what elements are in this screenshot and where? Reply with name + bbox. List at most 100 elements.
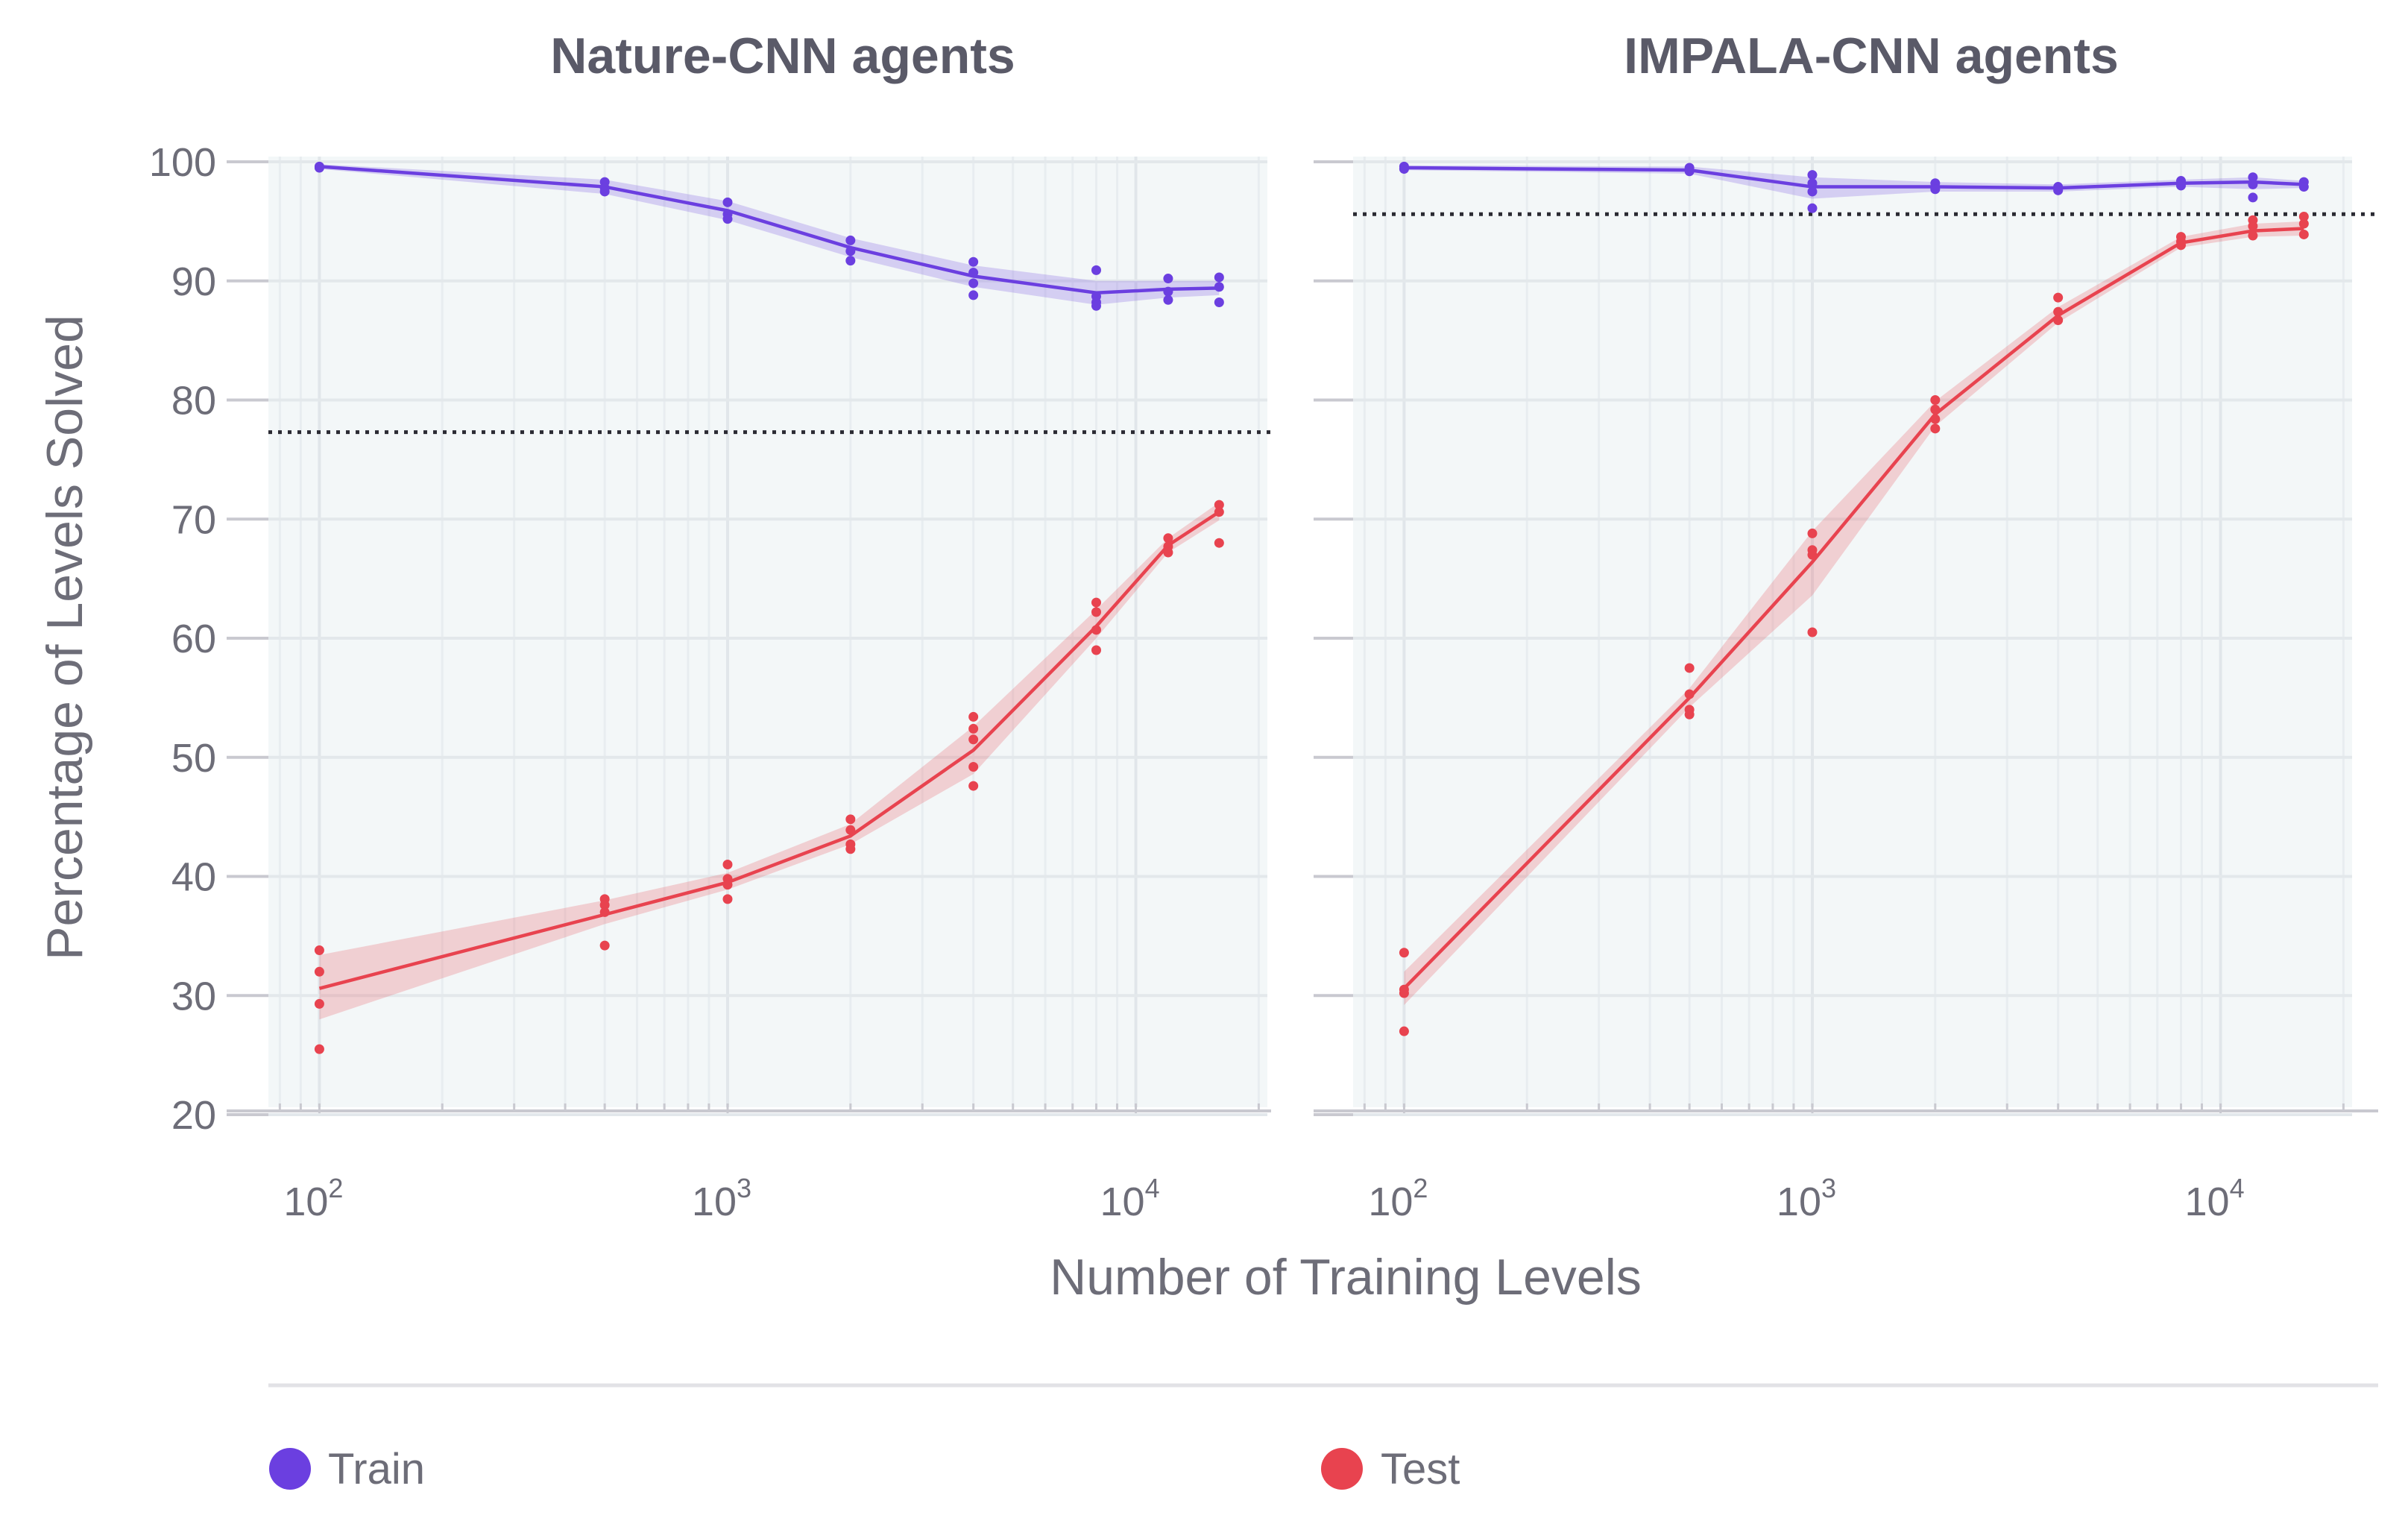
x-tick-label: 102 [283,1173,343,1224]
data-point [1399,988,1409,998]
panel-left: 20 30 40 50 60 70 80 90 100 102 103 104 Nature-CNN a… [149,28,1271,1224]
y-tick-label: 40 [171,855,216,900]
data-point [1684,663,1695,673]
data-point [968,290,979,300]
data-point [2175,180,2186,191]
data-point [1163,286,1173,297]
data-point [2298,229,2309,239]
data-point [2248,179,2258,189]
data-point [1684,166,1695,177]
data-point [845,844,856,854]
data-point [1930,423,1941,434]
data-point [1214,282,1224,292]
series-test [1399,211,2309,1036]
legend: Train Test [269,1445,1460,1493]
data-point [1930,404,1941,415]
data-point [2248,221,2258,231]
data-point [599,900,610,910]
y-tick-label: 80 [171,379,216,423]
data-point [1399,164,1409,174]
data-point [1163,533,1173,544]
data-point [2248,230,2258,241]
data-point [968,711,979,722]
data-point [968,256,979,267]
data-point [1807,549,1818,560]
x-tick-label: 104 [2185,1173,2245,1224]
data-point [2175,240,2186,251]
data-point [968,268,979,278]
data-point [1684,689,1695,699]
data-point [845,825,856,835]
series-test [314,500,1224,1054]
y-tick-label: 30 [171,974,216,1018]
x-tick-label: 104 [1100,1173,1160,1224]
data-point [2053,292,2064,303]
data-point [845,814,856,825]
data-point [968,781,979,791]
data-point [1214,272,1224,283]
y-tick-label: 90 [171,259,216,304]
series-train [314,161,1224,311]
series-line [1404,166,2304,190]
data-point [314,945,324,956]
data-point [968,734,979,745]
y-tick-label: 20 [171,1093,216,1138]
data-point [2053,315,2064,325]
data-point [1163,547,1173,558]
data-point [722,214,733,224]
legend-item-test[interactable]: Test [1321,1445,1460,1493]
y-tick-label: 70 [171,497,216,542]
data-point [2248,192,2258,203]
data-point [1091,300,1101,311]
confidence-band [319,502,1220,1020]
data-point [599,940,610,951]
data-point [722,880,733,890]
data-point [968,762,979,772]
series-train [1399,161,2309,213]
x-tick-label: 103 [692,1173,751,1224]
data-point [1091,597,1101,608]
data-point [2298,218,2309,229]
x-axis-label: Number of Training Levels [1050,1249,1642,1306]
data-point [1807,203,1818,213]
data-point [1214,297,1224,308]
legend-train-marker [269,1448,311,1490]
legend-train-label: Train [328,1445,425,1493]
data-point [314,966,324,977]
data-point [1399,948,1409,958]
confidence-band [319,164,1220,305]
y-tick-label: 50 [171,736,216,781]
data-point [1214,507,1224,517]
data-point [1214,538,1224,548]
data-point [599,907,610,917]
data-point [1091,607,1101,617]
data-point [599,186,610,197]
data-point [2298,182,2309,192]
data-point [1091,625,1101,635]
data-point [1091,265,1101,275]
data-point [968,278,979,289]
data-point [1399,1026,1409,1036]
data-point [1214,500,1224,510]
data-point [1807,170,1818,180]
y-tick-label: 60 [171,617,216,661]
confidence-band [1404,165,2304,199]
data-point [314,163,324,173]
data-point [1091,645,1101,655]
data-point [1930,414,1941,424]
panel-right: 102 103 104 IMPALA-CNN agents [1314,28,2378,1224]
data-point [1807,186,1818,197]
data-point [845,256,856,266]
data-point [2053,306,2064,317]
data-point [1807,528,1818,538]
data-point [1807,627,1818,637]
legend-item-train[interactable]: Train [269,1445,425,1493]
series-line [318,510,1220,990]
data-point [314,998,324,1009]
series-line [1402,227,2304,990]
data-point [2298,211,2309,221]
legend-test-marker [1321,1448,1363,1490]
panel-title: Nature-CNN agents [550,28,1015,84]
data-point [845,235,856,245]
